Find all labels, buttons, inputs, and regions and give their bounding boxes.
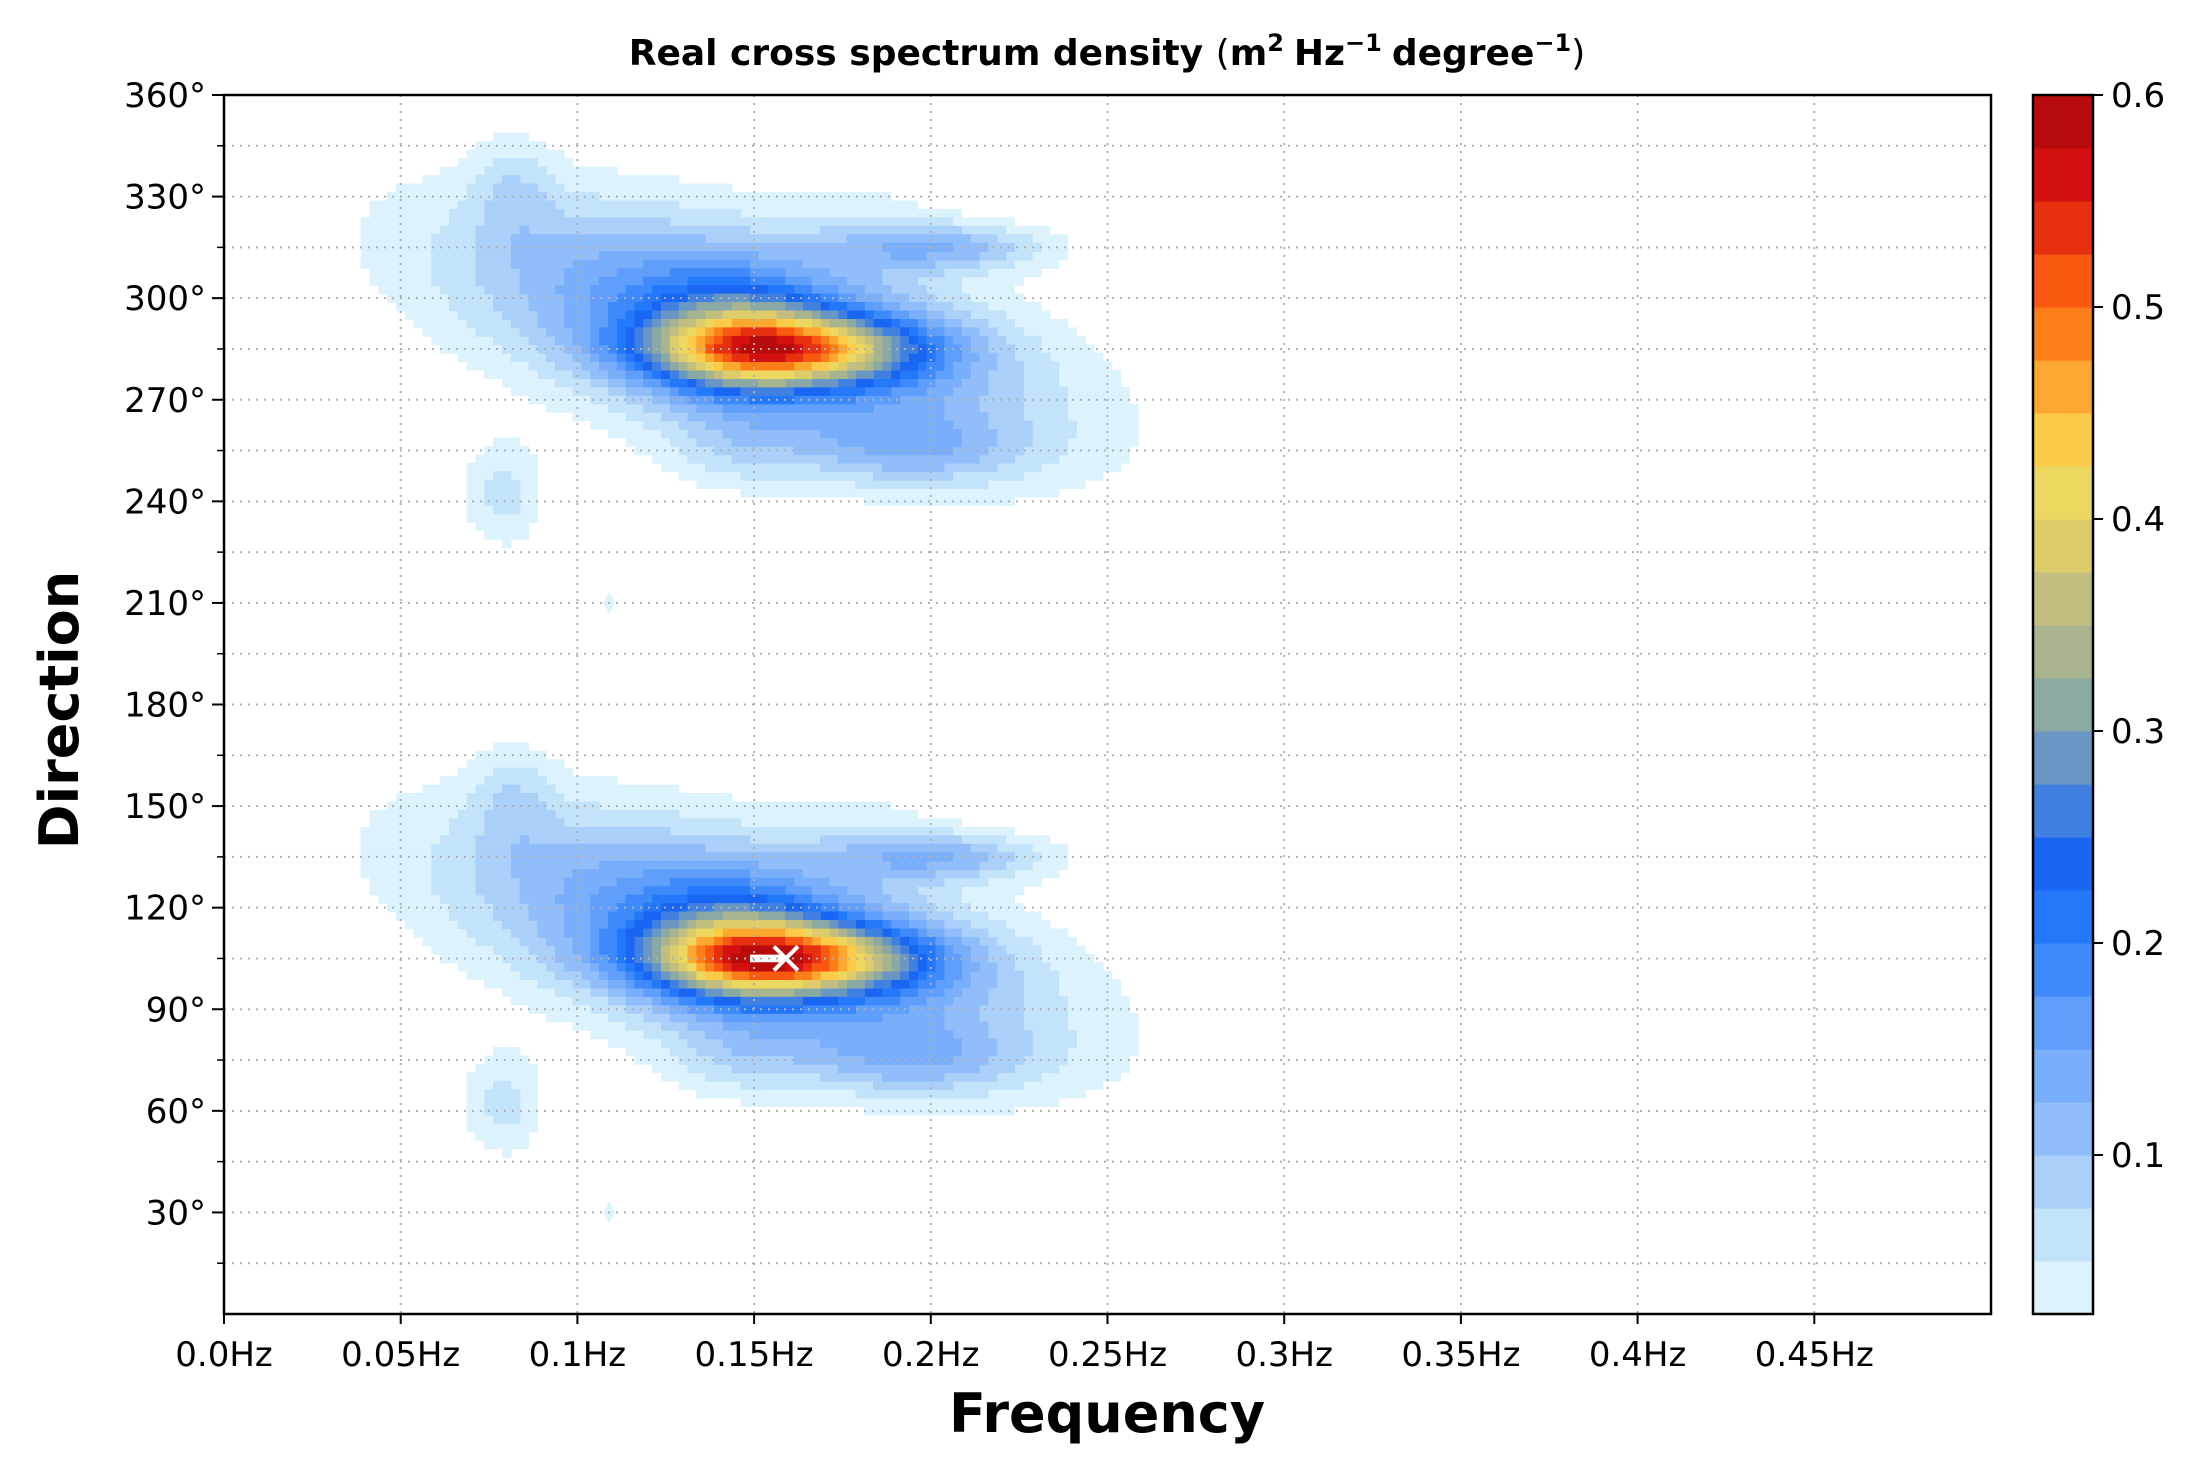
chart-title: Real cross spectrum density (m2 Hz−1 degre… [629,29,1585,74]
colorbar-segment [2033,254,2093,308]
x-tick-label: 0.25Hz [1048,1335,1167,1375]
y-tick-label: 300° [124,279,206,319]
title-units-m-exp: 2 [1267,29,1284,57]
title-units-hz: Hz [1294,33,1345,74]
contour-band [555,242,980,1065]
colorbar-segment [2033,784,2093,838]
x-tick-label: 0.0Hz [175,1335,272,1375]
plot-area: 0.0Hz 0.05Hz 0.1Hz 0.15Hz 0.2Hz 0.25Hz 0.3Hz 0.… [124,76,1993,1375]
x-tick-label: 0.2Hz [882,1335,979,1375]
y-tick-label: 60° [146,1092,206,1132]
colorbar-segment [2033,731,2093,785]
title-units-deg-exp: −1 [1534,29,1571,57]
contour-band [475,175,1033,1091]
y-tick-label: 120° [124,889,206,929]
colorbar-segment [2033,625,2093,679]
title-units-hz-exp: −1 [1345,29,1382,57]
contour-band [360,132,1139,1158]
colorbar-tick-label: 0.5 [2111,288,2165,328]
title-units-close: ) [1571,33,1585,74]
colorbar-segment [2033,413,2093,467]
colorbar-tick-label: 0.2 [2111,924,2165,964]
colorbar-tick-label: 0.3 [2111,712,2165,752]
title-units-open: ( [1216,33,1230,74]
y-tick-label: 30° [146,1193,206,1233]
colorbar-tick-label: 0.6 [2111,76,2165,116]
x-tick-label: 0.3Hz [1235,1335,1332,1375]
contour-fill-layer [360,132,1139,1224]
colorbar-segment [2033,1261,2093,1315]
x-axis-ticks: 0.0Hz 0.05Hz 0.1Hz 0.15Hz 0.2Hz 0.25Hz 0.3Hz 0.… [175,1314,1874,1375]
title-units-deg: degree [1392,33,1535,74]
colorbar-segment [2033,1102,2093,1156]
x-tick-label: 0.05Hz [341,1335,460,1375]
y-tick-label: 210° [124,584,206,624]
colorbar-segment [2033,996,2093,1050]
title-units-m: m [1230,33,1268,74]
x-tick-label: 0.45Hz [1755,1335,1874,1375]
colorbar-tick-label: 0.1 [2111,1136,2165,1176]
colorbar-tick-label: 0.4 [2111,500,2165,540]
colorbar-segment [2033,148,2093,202]
y-axis-label: Direction [28,571,91,849]
y-tick-label: 150° [124,787,206,827]
y-axis-ticks: 30° 60° 90° 120° 150° 180° 210° 240° 270° 300° 330… [124,76,224,1264]
colorbar: 0.1 0.2 0.3 0.4 0.5 0.6 [2031,76,2165,1316]
y-tick-label: 180° [124,686,206,726]
y-tick-label: 90° [146,990,206,1030]
colorbar-segment [2033,201,2093,255]
colorbar-segment [2033,678,2093,732]
colorbar-segment [2033,837,2093,891]
colorbar-segment [2033,307,2093,361]
x-tick-label: 0.15Hz [695,1335,814,1375]
chart-title-main: Real cross spectrum density [629,33,1216,74]
colorbar-segment [2033,519,2093,573]
y-tick-label: 330° [124,178,206,218]
colorbar-segment [2033,890,2093,944]
colorbar-segment [2033,1049,2093,1103]
x-axis-label: Frequency [949,1382,1265,1445]
contour-band [590,259,962,1023]
colorbar-frame [2031,93,2095,1316]
grid-lines [224,95,1991,1314]
colorbar-segment [2033,95,2093,149]
y-tick-label: 240° [124,482,206,522]
colorbar-segment [2033,572,2093,626]
colorbar-segment [2033,1155,2093,1209]
colorbar-segment [2033,943,2093,997]
colorbar-segment [2033,1208,2093,1262]
y-tick-label: 270° [124,381,206,421]
peak-marker-layer [772,945,800,972]
colorbar-segment [2033,466,2093,520]
x-tick-label: 0.1Hz [529,1335,626,1375]
x-tick-label: 0.35Hz [1401,1335,1520,1375]
peak-marker-x [772,945,800,972]
y-tick-label: 360° [124,76,206,116]
contour-band [510,225,998,1082]
colorbar-segment [2033,360,2093,414]
x-tick-label: 0.4Hz [1589,1335,1686,1375]
